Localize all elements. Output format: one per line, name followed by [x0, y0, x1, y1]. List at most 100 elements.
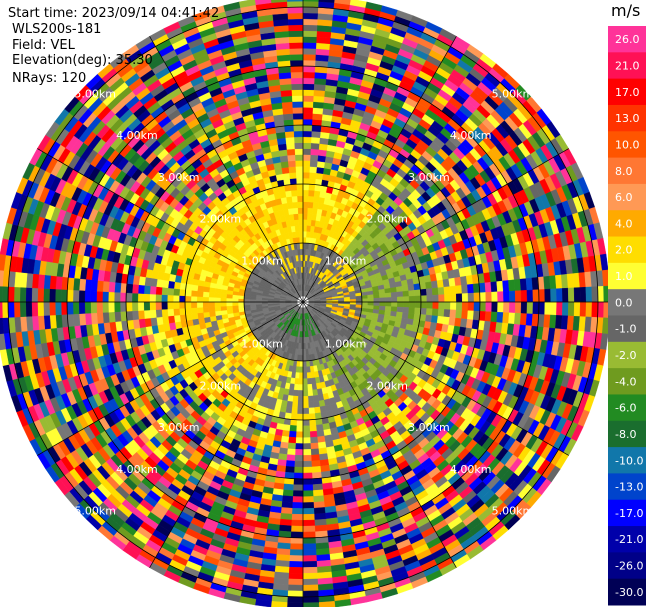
- velocity-gate: [467, 301, 475, 312]
- velocity-gate: [312, 395, 319, 402]
- velocity-gate: [556, 288, 563, 303]
- velocity-gate: [190, 301, 198, 309]
- velocity-gate: [72, 313, 81, 327]
- velocity-gate: [302, 124, 313, 132]
- velocity-gate: [290, 537, 304, 545]
- velocity-gate: [137, 293, 145, 303]
- velocity-gate: [282, 489, 294, 497]
- velocity-gate: [167, 294, 174, 303]
- velocity-gate: [310, 154, 319, 162]
- velocity-gate: [84, 290, 92, 303]
- velocity-gate: [379, 293, 386, 299]
- velocity-gate: [296, 419, 304, 427]
- velocity-gate: [414, 289, 422, 297]
- velocity-gate: [302, 525, 316, 533]
- velocity-gate: [161, 294, 168, 303]
- velocity-gate: [137, 284, 145, 294]
- velocity-gate: [302, 566, 318, 574]
- velocity-gate: [281, 429, 290, 438]
- velocity-gate: [302, 596, 319, 604]
- velocity-gate: [302, 484, 314, 492]
- velocity-gate: [455, 285, 463, 295]
- velocity-gate: [509, 290, 516, 303]
- velocity-gate: [508, 312, 516, 325]
- velocity-gate: [312, 101, 325, 109]
- velocity-gate: [161, 308, 169, 318]
- velocity-gate: [461, 293, 469, 303]
- velocity-gate: [316, 160, 326, 169]
- velocity-gate: [281, 501, 293, 509]
- velocity-gate: [291, 513, 304, 521]
- velocity-gate: [131, 292, 139, 303]
- velocity-gate: [525, 313, 534, 327]
- velocity-gate: [270, 601, 288, 607]
- velocity-gate: [311, 383, 318, 391]
- velocity-gate: [280, 507, 293, 515]
- velocity-gate: [514, 312, 522, 326]
- velocity-gate: [308, 195, 315, 203]
- velocity-gate: [155, 301, 162, 310]
- velocity-gate: [311, 471, 322, 479]
- velocity-gate: [420, 301, 428, 309]
- velocity-gate: [161, 301, 168, 310]
- velocity-gate: [310, 448, 320, 456]
- velocity-gate: [302, 195, 309, 203]
- velocity-gate: [292, 484, 304, 492]
- velocity-gate: [314, 77, 327, 86]
- velocity-gate: [72, 301, 80, 315]
- velocity-gate: [472, 283, 480, 294]
- velocity-gate: [567, 301, 575, 317]
- velocity-gate: [361, 294, 369, 300]
- velocity-gate: [155, 294, 162, 303]
- velocity-gate: [307, 395, 314, 403]
- velocity-gate: [31, 287, 39, 303]
- velocity-gate: [414, 295, 422, 303]
- velocity-gate: [385, 301, 392, 307]
- velocity-gate: [302, 83, 315, 91]
- velocity-gate: [292, 389, 299, 397]
- velocity-gate: [302, 166, 311, 173]
- velocity-gate: [214, 297, 221, 303]
- velocity-gate: [302, 496, 314, 503]
- velocity-gate: [431, 287, 439, 296]
- velocity-gate: [302, 490, 314, 497]
- velocity-gate: [149, 301, 156, 311]
- velocity-gate: [302, 130, 313, 138]
- velocity-gate: [113, 291, 121, 303]
- velocity-gate: [302, 53, 317, 61]
- velocity-gate: [125, 301, 133, 312]
- velocity-gate: [519, 278, 528, 291]
- velocity-gate: [290, 531, 304, 539]
- velocity-gate: [443, 286, 451, 295]
- velocity-gate: [302, 154, 311, 161]
- velocity-gate: [167, 315, 176, 324]
- velocity-gate: [302, 77, 315, 85]
- velocity-gate: [444, 294, 451, 303]
- velocity-gate: [299, 360, 304, 368]
- velocity-gate: [179, 307, 186, 316]
- velocity-gate: [302, 118, 313, 126]
- velocity-gate: [287, 584, 304, 592]
- velocity-gate: [302, 0, 320, 2]
- velocity-gate: [294, 460, 304, 468]
- velocity-gate: [484, 311, 492, 322]
- velocity-gate: [311, 136, 321, 144]
- velocity-gate: [302, 183, 310, 191]
- velocity-gate: [298, 372, 304, 379]
- velocity-gate: [384, 306, 392, 312]
- velocity-gate: [302, 65, 316, 73]
- velocity-gate: [585, 301, 593, 318]
- velocity-gate: [479, 301, 487, 312]
- velocity-gate: [344, 299, 351, 303]
- velocity-gate: [102, 291, 109, 303]
- velocity-gate: [311, 466, 322, 474]
- velocity-gate: [597, 286, 605, 303]
- velocity-gate: [172, 294, 180, 303]
- velocity-gate: [293, 383, 299, 391]
- velocity-gate: [302, 6, 319, 14]
- velocity-gate: [208, 301, 215, 308]
- velocity-gate: [60, 289, 68, 303]
- velocity-gate: [309, 425, 317, 432]
- velocity-gate: [302, 449, 312, 456]
- velocity-gate: [60, 301, 68, 315]
